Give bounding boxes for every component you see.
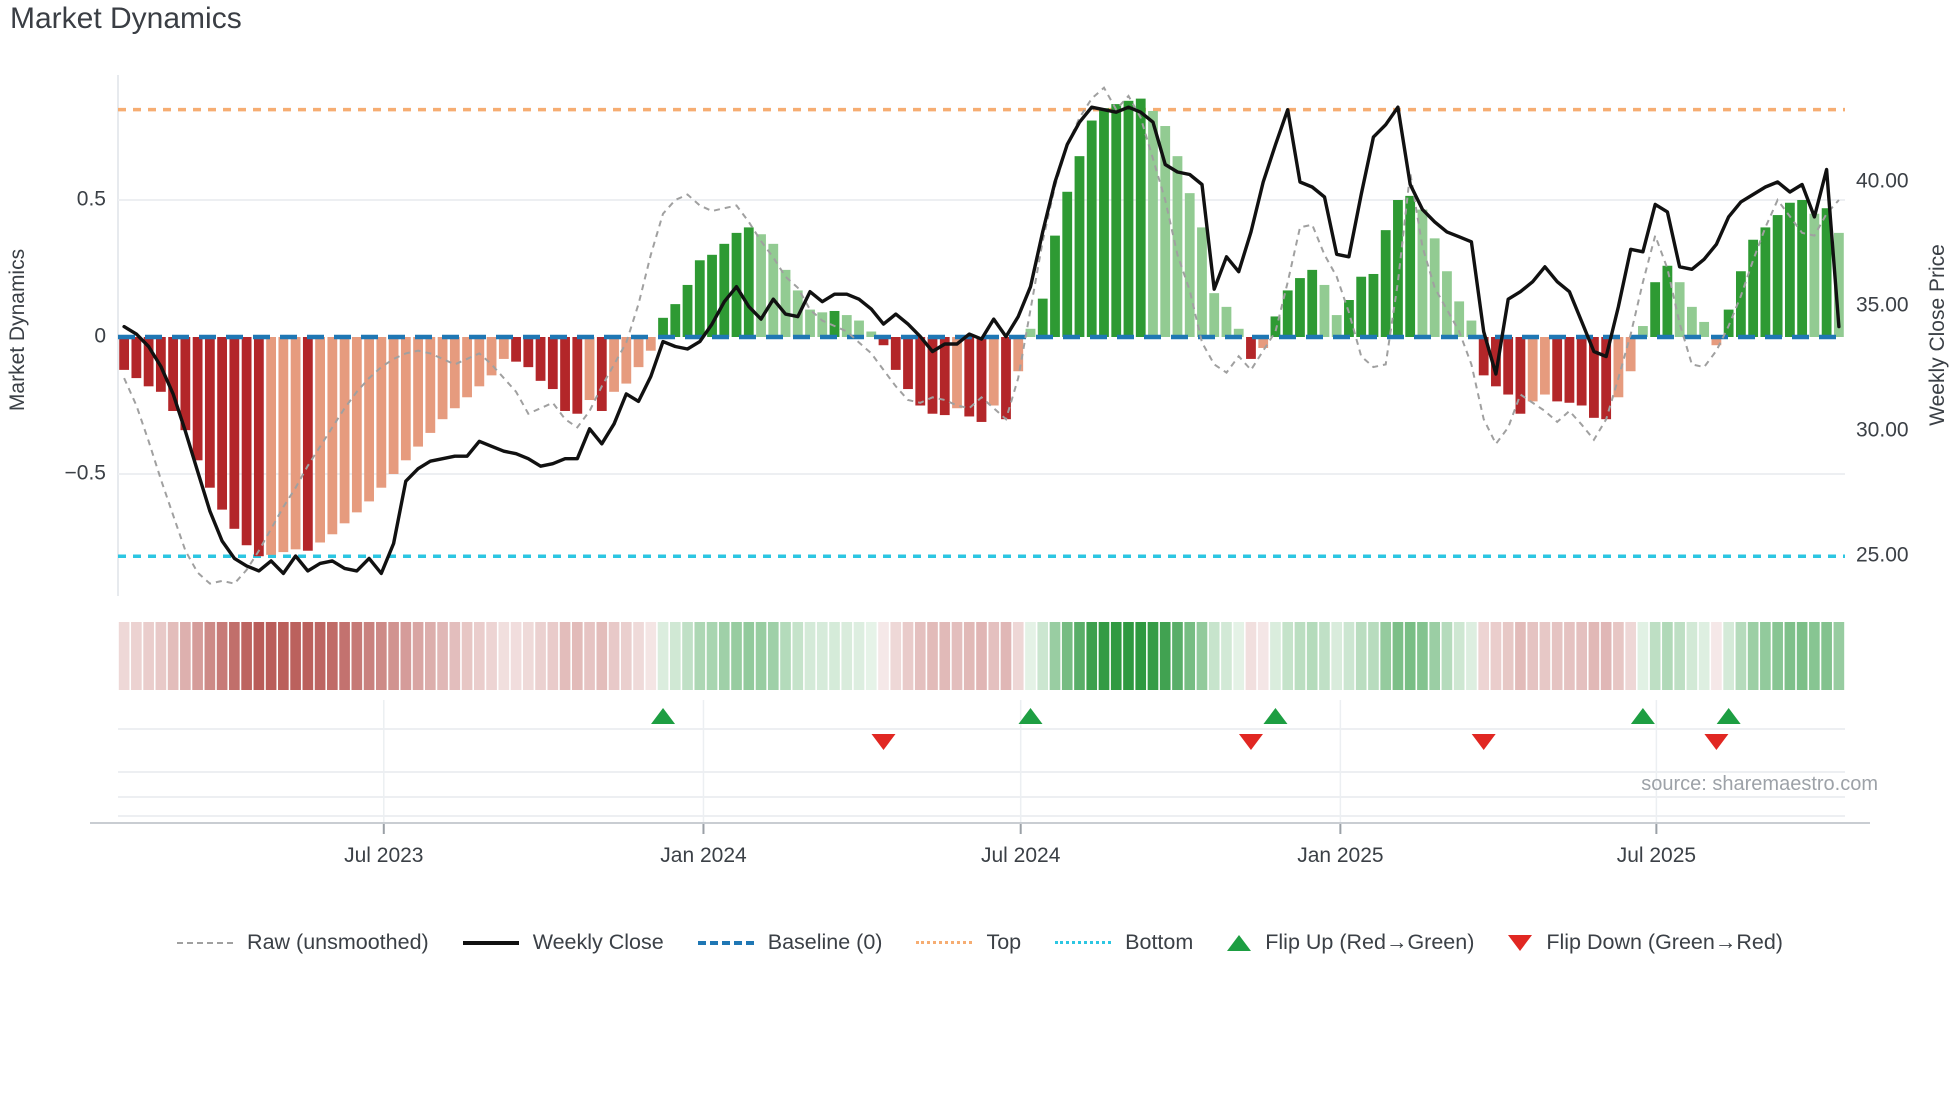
right-tick-35: 35.00: [1856, 294, 1909, 317]
left-tick-0.5: 0.5: [77, 188, 106, 211]
right-tick-40: 40.00: [1856, 170, 1909, 193]
right-axis-title: Weekly Close Price: [1926, 244, 1949, 426]
legend: Raw (unsmoothed) Weekly Close Baseline (…: [0, 930, 1960, 955]
svg-text:Jan 2024: Jan 2024: [660, 844, 747, 867]
legend-label: Bottom: [1125, 930, 1194, 954]
svg-text:Jul 2024: Jul 2024: [981, 844, 1061, 867]
left-tick-0: 0: [94, 325, 106, 348]
flip-down-triangle-icon: [1508, 934, 1533, 951]
legend-item-weekly-close[interactable]: Weekly Close: [462, 930, 664, 955]
page-title: Market Dynamics: [10, 2, 242, 35]
weekly-close-line-swatch: [462, 940, 519, 945]
x-axis-date-labels: Jul 2023 Jan 2024 Jul 2024 Jan 2025 Jul 2025: [344, 844, 1696, 867]
right-tick-30: 30.00: [1856, 419, 1909, 442]
legend-label: Baseline (0): [767, 930, 883, 954]
left-tick-minus0.5: −0.5: [65, 462, 106, 485]
legend-item-raw[interactable]: Raw (unsmoothed): [177, 930, 429, 955]
svg-text:Jan 2025: Jan 2025: [1297, 844, 1383, 867]
left-axis-title: Market Dynamics: [6, 249, 29, 411]
chart-canvas[interactable]: Jul 2023 Jan 2024 Jul 2024 Jan 2025 Jul 2025…: [0, 0, 1960, 910]
legend-item-baseline[interactable]: Baseline (0): [697, 930, 883, 955]
legend-item-flip-up[interactable]: Flip Up (Red→Green): [1227, 930, 1474, 955]
bottom-dotted-swatch: [1055, 941, 1112, 944]
legend-label: Top: [986, 930, 1022, 954]
svg-text:Jul 2025: Jul 2025: [1617, 844, 1696, 867]
top-dotted-swatch: [916, 941, 973, 944]
legend-item-bottom[interactable]: Bottom: [1055, 930, 1193, 955]
flip-up-triangle-icon: [1227, 934, 1252, 951]
svg-text:Jul 2023: Jul 2023: [344, 844, 423, 867]
legend-label: Raw (unsmoothed): [247, 930, 429, 954]
series-lines: [122, 86, 1841, 585]
momentum-heatmap-strip: [118, 622, 1845, 690]
legend-label: Weekly Close: [532, 930, 664, 954]
flip-markers: [90, 700, 1870, 834]
legend-item-top[interactable]: Top: [916, 930, 1021, 955]
legend-label: Flip Up (Red→Green): [1265, 930, 1475, 954]
legend-label: Flip Down (Green→Red): [1546, 930, 1783, 954]
right-tick-25: 25.00: [1856, 544, 1909, 567]
legend-item-flip-down[interactable]: Flip Down (Green→Red): [1508, 930, 1783, 955]
raw-dashed-line-swatch: [177, 941, 234, 944]
indicator-bars: [118, 98, 1845, 557]
gridlines: [117, 75, 1845, 596]
baseline-dashed-swatch: [697, 940, 754, 945]
source-annotation: source: sharemaestro.com: [1641, 773, 1878, 795]
